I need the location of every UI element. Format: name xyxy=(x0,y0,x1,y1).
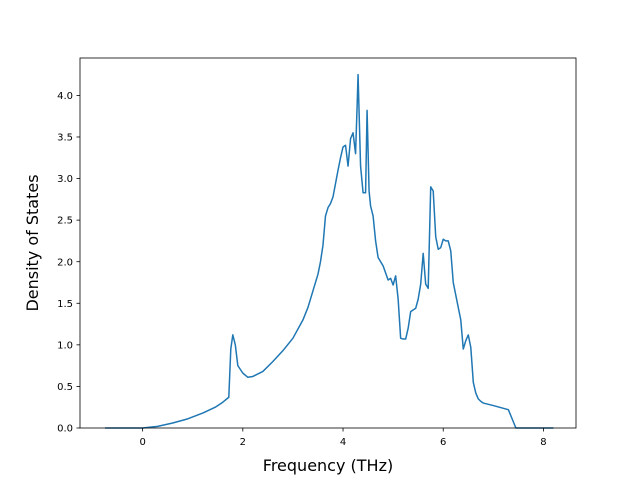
x-tick-label: 6 xyxy=(440,437,446,448)
dos-series-line-0 xyxy=(105,73,554,429)
y-axis: 0.0 0.5 1.0 1.5 2.0 2.5 3.0 3.5 4.0 xyxy=(57,91,80,435)
y-tick-label: 4.0 xyxy=(57,91,73,102)
x-axis-label: Frequency (THz) xyxy=(263,456,393,475)
plot-area xyxy=(80,58,576,428)
plot-frame xyxy=(79,57,577,429)
x-tick-label: 8 xyxy=(540,437,546,448)
y-tick-label: 2.5 xyxy=(57,216,73,227)
series-layer xyxy=(105,73,554,429)
x-tick-label: 4 xyxy=(340,437,346,448)
y-tick-label: 3.5 xyxy=(57,133,73,144)
y-tick-label: 1.5 xyxy=(57,299,73,310)
y-tick-label: 1.0 xyxy=(57,340,73,351)
x-tick-label: 2 xyxy=(240,437,246,448)
y-axis-label: Density of States xyxy=(23,174,42,311)
x-axis: 0 2 4 6 8 xyxy=(139,428,547,448)
x-tick-label: 0 xyxy=(139,437,145,448)
y-tick-label: 0.5 xyxy=(57,382,73,393)
y-tick-label: 2.0 xyxy=(57,257,73,268)
y-tick-label: 0.0 xyxy=(57,424,73,435)
y-tick-label: 3.0 xyxy=(57,174,73,185)
